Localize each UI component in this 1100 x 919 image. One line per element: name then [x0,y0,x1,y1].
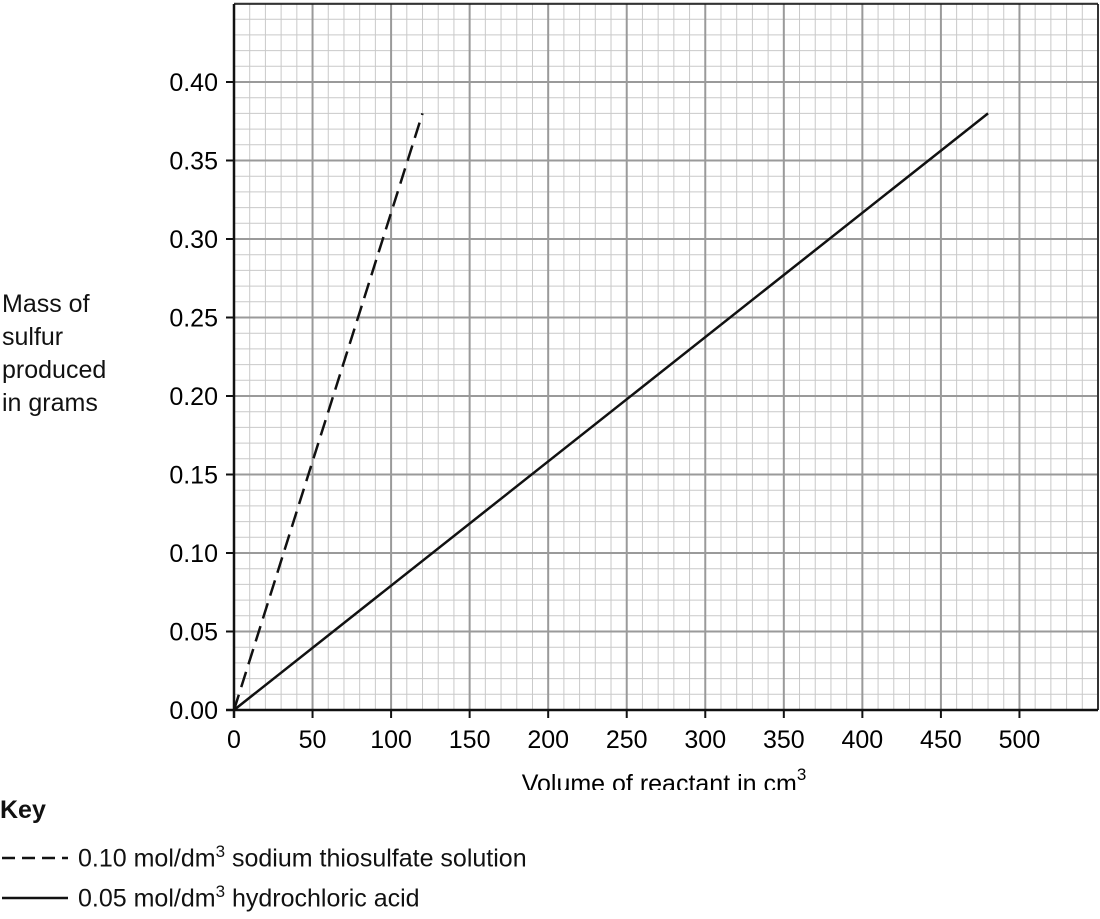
legend-label-hydrochloric: 0.05 mol/dm3 hydrochloric acid [78,882,420,913]
y-tick-label: 0.10 [169,540,218,568]
x-tick-label: 500 [999,726,1041,754]
x-axis-label-sup: 3 [797,765,806,784]
chart-area: 0 50 100 150 200 250 300 350 400 450 500 0.000.050… [169,2,1099,790]
legend-item-thiosulfate: 0.10 mol/dm3 sodium thiosulfate solution [0,842,527,873]
y-axis-label-line-4: in grams [2,389,98,417]
x-axis-label-text: Volume of reactant in cm [522,770,797,790]
y-tick-label: 0.00 [169,697,218,725]
major-gridlines [233,2,1099,711]
y-axis-label-line-2: sulfur [2,323,64,351]
series-line-sodium-thiosulfate [232,113,424,711]
x-tick-label: 300 [684,726,726,754]
x-tick-label: 450 [920,726,962,754]
y-tick-label: 0.20 [169,383,218,411]
legend-label-thiosulfate: 0.10 mol/dm3 sodium thiosulfate solution [78,842,527,873]
x-tick-label: 250 [606,726,648,754]
axes [226,3,1099,718]
series-lines [232,112,989,711]
x-axis-label: Volume of reactant in cm3 [522,765,807,790]
y-tick-label: 0.40 [169,69,218,97]
x-tick-label: 150 [449,726,491,754]
y-tick-labels: 0.00 0.05 0.10 0.15 0.20 0.25 0.30 0.35 0.40 [169,69,218,725]
legend-dashed-line-swatch [2,856,68,859]
x-tick-label: 50 [299,726,327,754]
legend-solid-line-swatch [2,896,68,899]
y-axis-label-line-3: produced [2,356,107,384]
x-tick-label: 400 [842,726,884,754]
y-tick-label: 0.05 [169,619,218,647]
legend-title: Key [0,796,46,824]
x-tick-label: 100 [370,726,412,754]
y-tick-label: 0.35 [169,148,218,176]
x-tick-labels: 0 50 100 150 200 250 300 350 400 450 500 [227,726,1040,754]
x-tick-label: 200 [527,726,569,754]
y-tick-label: 0.25 [169,305,218,333]
y-axis-label-line-1: Mass of [2,290,90,318]
y-tick-label: 0.30 [169,226,218,254]
x-tick-label: 0 [227,726,241,754]
x-tick-label: 350 [763,726,805,754]
minor-gridlines [234,4,1098,710]
y-tick-label: 0.15 [169,462,218,490]
y-axis-label: Mass of sulfur produced in grams [2,288,106,420]
series-line-hydrochloric-acid [233,112,989,711]
legend-item-hydrochloric: 0.05 mol/dm3 hydrochloric acid [0,882,420,913]
